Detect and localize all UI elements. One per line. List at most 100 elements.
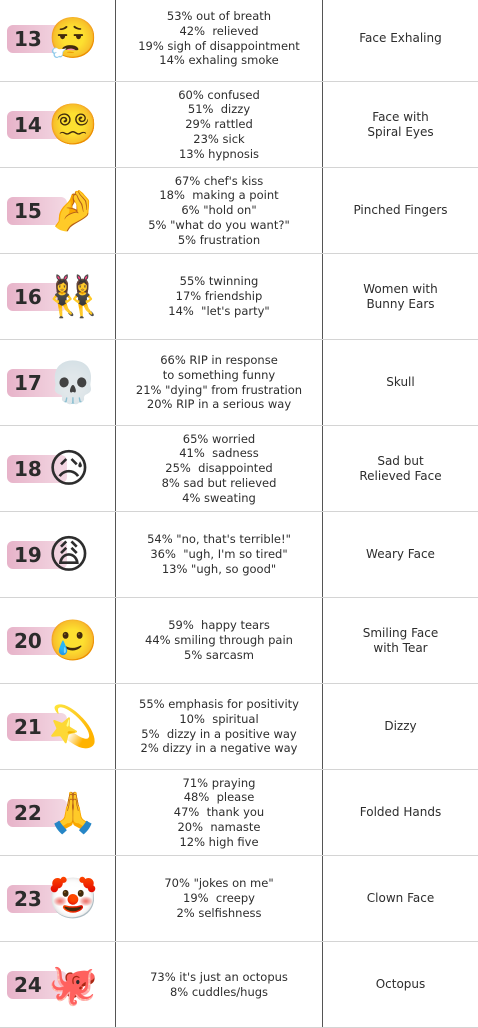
meaning-line: 21% "dying" from frustration [135, 382, 303, 397]
meaning-line: 20% RIP in a serious way [146, 397, 292, 412]
emoji: 🤡 [48, 876, 98, 922]
meanings-cell: 60% confused 51% dizzy 29% rattled 23% sick… [115, 82, 323, 167]
meaning-line: 55% emphasis for positivity [139, 696, 299, 711]
meaning-line: 2% selfishness [176, 905, 262, 920]
meaning-line: 48% please [183, 790, 255, 805]
meaning-line: 12% high five [179, 834, 259, 849]
meaning-line: 44% smiling through pain [145, 633, 293, 648]
rank-cell: 24 🐙 [0, 942, 115, 1027]
meaning-line: 60% confused [178, 87, 260, 102]
emoji-name: Skull [386, 375, 415, 389]
emoji-name: Dizzy [384, 719, 417, 733]
meaning-line: 59% happy tears [168, 618, 270, 633]
meaning-line: 18% making a point [159, 188, 279, 203]
rank-cell: 17 💀 [0, 340, 115, 425]
meaning-line: 42% relieved [179, 23, 259, 38]
meaning-line: 14% exhaling smoke [159, 53, 279, 68]
name-cell: Octopus [323, 942, 478, 1027]
table-row: 14 😵‍💫 60% confused 51% dizzy 29% rattled 23%… [0, 82, 478, 168]
meanings-cell: 55% emphasis for positivity 10% spiritual… [115, 684, 323, 769]
rank-badge [7, 885, 67, 913]
rank-badge [7, 369, 67, 397]
meaning-line: 5% dizzy in a positive way [141, 726, 297, 741]
name-cell: Face with Spiral Eyes [323, 82, 478, 167]
table-row: 21 💫 55% emphasis for positivity 10% spirit… [0, 684, 478, 770]
meaning-line: 14% "let's party" [168, 303, 270, 318]
meanings-cell: 54% "no, that's terrible!" 36% "ugh, I'm … [115, 512, 323, 597]
name-cell: Sad but Relieved Face [323, 426, 478, 511]
meanings-cell: 53% out of breath 42% relieved 19% sigh of… [115, 0, 323, 81]
rank-badge [7, 971, 67, 999]
meaning-line: 47% thank you [173, 805, 265, 820]
meaning-line: 8% cuddles/hugs [169, 984, 269, 999]
meaning-line: 73% it's just an octopus [150, 969, 288, 984]
table-row: 13 😮‍💨 53% out of breath 42% relieved 19% si… [0, 0, 478, 82]
meaning-line: 10% spiritual [179, 711, 259, 726]
meanings-cell: 55% twinning 17% friendship 14% "let's par… [115, 254, 323, 339]
emoji-name: Relieved Face [359, 468, 442, 483]
rank-number: 14 [14, 113, 42, 137]
rank-cell: 13 😮‍💨 [0, 0, 115, 81]
name-cell: Weary Face [323, 512, 478, 597]
rank-cell: 14 😵‍💫 [0, 82, 115, 167]
meaning-line: 19% sigh of disappointment [138, 38, 300, 53]
rank-cell: 21 💫 [0, 684, 115, 769]
rank-badge [7, 455, 67, 483]
emoji-name: Face with [372, 109, 429, 124]
rank-badge [7, 111, 67, 139]
rank-cell: 15 🤌 [0, 168, 115, 253]
meaning-line: 70% "jokes on me" [164, 876, 274, 891]
table-row: 22 🙏 71% praying 48% please 47% thank you 20%… [0, 770, 478, 856]
emoji: 💀 [48, 360, 98, 406]
meanings-cell: 73% it's just an octopus 8% cuddles/hugs [115, 942, 323, 1027]
table-row: 23 🤡 70% "jokes on me" 19% creepy 2% selfish… [0, 856, 478, 942]
meaning-line: 23% sick [193, 131, 245, 146]
rank-number: 24 [14, 973, 42, 997]
rank-cell: 22 🙏 [0, 770, 115, 855]
emoji: 🐙 [48, 962, 98, 1008]
emoji-name: Folded Hands [359, 805, 442, 819]
rank-number: 20 [14, 629, 42, 653]
meaning-line: 6% "hold on" [181, 203, 257, 218]
table-row: 15 🤌 67% chef's kiss 18% making a point 6% "… [0, 168, 478, 254]
meaning-line: 65% worried [182, 431, 256, 446]
meanings-cell: 65% worried 41% sadness 25% disappointed 8%… [115, 426, 323, 511]
meaning-line: 54% "no, that's terrible!" [147, 532, 291, 547]
meaning-line: 5% frustration [177, 232, 261, 247]
meaning-line: 2% dizzy in a negative way [140, 741, 298, 756]
name-cell: Folded Hands [323, 770, 478, 855]
emoji-name: with Tear [373, 640, 428, 655]
rank-number: 15 [14, 199, 42, 223]
meaning-line: 36% "ugh, I'm so tired" [150, 547, 288, 562]
emoji-name: Spiral Eyes [367, 124, 434, 139]
rank-cell: 19 😩 [0, 512, 115, 597]
meaning-line: 19% creepy [183, 891, 255, 906]
meaning-line: 13% hypnosis [178, 146, 260, 161]
name-cell: Dizzy [323, 684, 478, 769]
emoji-name: Smiling Face [362, 625, 439, 640]
emoji-name: Sad but [377, 453, 424, 468]
meaning-line: 17% friendship [175, 289, 263, 304]
emoji: 😩 [48, 532, 90, 578]
rank-number: 19 [14, 543, 42, 567]
name-cell: Pinched Fingers [323, 168, 478, 253]
rank-number: 16 [14, 285, 42, 309]
emoji-name: Face Exhaling [359, 31, 442, 45]
table-row: 24 🐙 73% it's just an octopus 8% cuddles/hu… [0, 942, 478, 1028]
rank-number: 22 [14, 801, 42, 825]
meaning-line: 25% disappointed [165, 461, 273, 476]
rank-badge [7, 197, 67, 225]
meaning-line: 4% sweating [182, 490, 256, 505]
emoji-name: Octopus [375, 977, 426, 991]
rank-number: 18 [14, 457, 42, 481]
emoji: 😥 [48, 446, 90, 492]
rank-number: 21 [14, 715, 42, 739]
rank-cell: 18 😥 [0, 426, 115, 511]
meaning-line: 29% rattled [185, 117, 253, 132]
emoji-name: Clown Face [366, 891, 435, 905]
meanings-cell: 66% RIP in response to something funny 21%… [115, 340, 323, 425]
meaning-line: 53% out of breath [166, 8, 272, 23]
rank-badge [7, 799, 67, 827]
name-cell: Face Exhaling [323, 0, 478, 81]
